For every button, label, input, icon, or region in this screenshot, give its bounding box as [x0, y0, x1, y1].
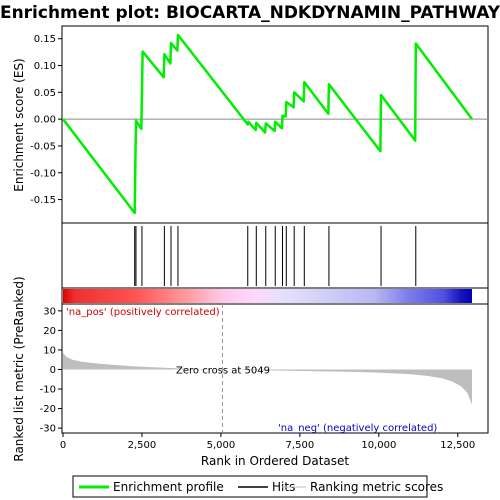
legend: Enrichment profile Hits Ranking metric s… — [72, 475, 443, 498]
metric-y-label: Ranked list metric (PreRanked) — [12, 276, 26, 461]
x-tick-label: 0 — [60, 440, 66, 451]
chart-title: Enrichment plot: BIOCARTA_NDKDYNAMIN_PAT… — [0, 3, 500, 23]
hit-markers — [134, 226, 417, 286]
metric-y-tick-label: -10 — [40, 385, 56, 396]
es-y-tick-label: 0.15 — [34, 34, 56, 45]
metric-y-tick-label: 0 — [50, 365, 56, 376]
x-axis-label: Rank in Ordered Dataset — [201, 454, 349, 468]
rank-gradient-bar — [63, 289, 472, 303]
metric-y-axis: 30 20 10 0 -10 -20 -30 — [40, 306, 62, 435]
x-tick-label: 2,500 — [128, 440, 157, 451]
es-y-tick-label: 0.05 — [34, 88, 56, 99]
es-y-label: Enrichment score (ES) — [12, 58, 26, 191]
metric-y-tick-label: -20 — [40, 404, 56, 415]
metric-y-tick-label: 10 — [43, 345, 56, 356]
enrichment-profile-line — [62, 33, 474, 215]
x-axis: 0 2,500 5,000 7,500 10,000 12,500 — [60, 433, 475, 451]
es-y-tick-label: 0.00 — [34, 115, 56, 126]
neg-correlated-label: 'na_neg' (negatively correlated) — [278, 423, 437, 434]
es-y-tick-label: -0.15 — [30, 195, 56, 206]
es-y-tick-label: 0.10 — [34, 61, 56, 72]
es-y-tick-label: -0.05 — [30, 141, 56, 152]
zero-cross-label: Zero cross at 5049 — [176, 365, 270, 376]
x-tick-label: 5,000 — [207, 440, 236, 451]
ranking-metric-area — [63, 352, 472, 429]
es-y-tick-label: -0.10 — [30, 168, 56, 179]
x-tick-label: 7,500 — [286, 440, 315, 451]
legend-profile-label: Enrichment profile — [113, 480, 224, 494]
metric-y-tick-label: 20 — [43, 326, 56, 337]
metric-y-tick-label: 30 — [43, 306, 56, 317]
x-tick-label: 12,500 — [440, 440, 475, 451]
es-y-axis: 0.15 0.10 0.05 0.00 -0.05 -0.10 -0.15 — [30, 34, 62, 206]
legend-metric-label: Ranking metric scores — [310, 480, 443, 494]
pos-correlated-label: 'na_pos' (positively correlated) — [66, 307, 220, 318]
metric-y-tick-label: -30 — [40, 424, 56, 435]
x-tick-label: 10,000 — [361, 440, 396, 451]
